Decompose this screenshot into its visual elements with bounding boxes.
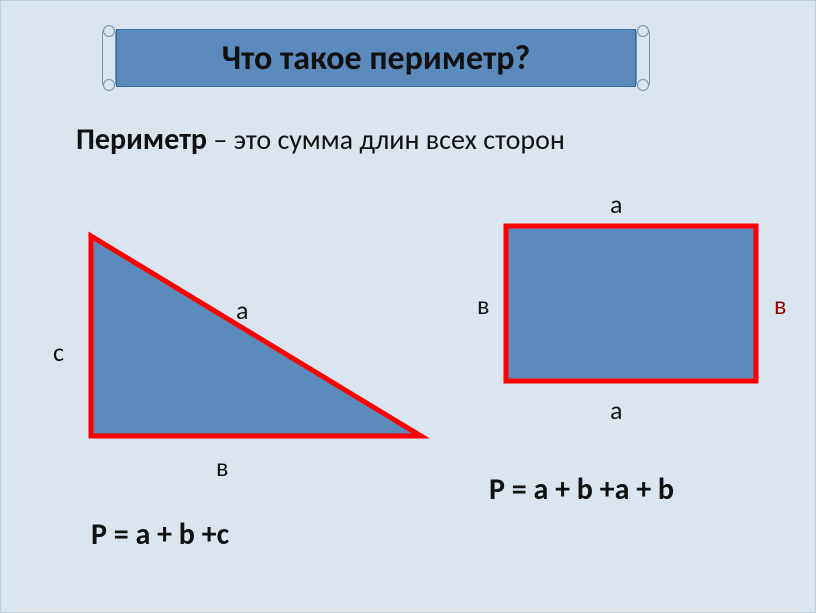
definition-rest: – это сумма длин всех сторон [207,122,565,157]
triangle-poly [91,236,421,436]
scroll-cap-right [636,29,650,87]
scroll-cap-left [102,29,116,87]
title-rect: Что такое периметр? [116,29,636,87]
slide: Что такое периметр? Периметр – это сумма… [0,0,816,613]
rect-label-left: в [477,289,489,321]
rect-label-top: а [610,188,622,220]
rectangle-shape [496,216,766,391]
rectangle-formula: P = а + b +а + b [489,471,674,508]
triangle-shape [71,226,441,456]
rectangle-rect [506,226,756,381]
triangle-formula: P = а + b +с [91,516,229,553]
title-text: Что такое периметр? [222,38,531,79]
triangle-label-b: в [216,451,228,483]
definition: Периметр – это сумма длин всех сторон [76,121,565,158]
rect-label-bottom: а [610,394,622,426]
definition-bold: Периметр [76,121,207,158]
rect-label-right: в [774,289,786,321]
triangle-label-a: а [236,294,248,326]
title-banner: Что такое периметр? [106,23,646,93]
triangle-label-c: с [53,336,64,368]
